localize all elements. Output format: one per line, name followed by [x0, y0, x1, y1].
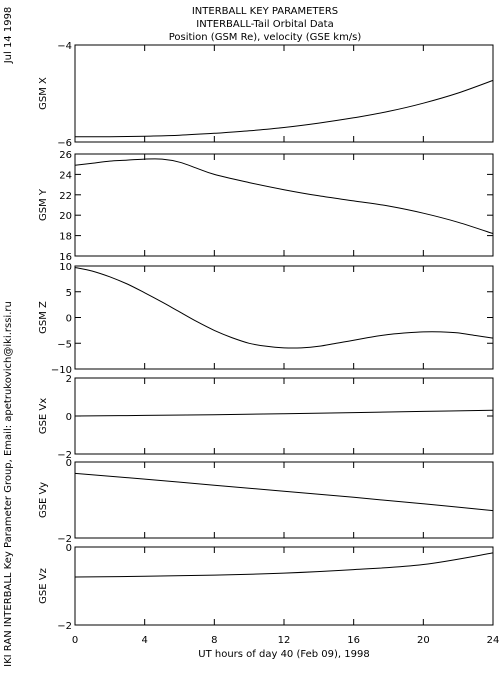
y-tick-label: 18 — [59, 232, 72, 243]
y-tick-label: −6 — [57, 138, 72, 149]
y-tick-label: −5 — [57, 339, 72, 350]
y-tick-label: 26 — [59, 150, 72, 161]
y-tick-label: 24 — [59, 170, 72, 181]
title-line-1: INTERBALL KEY PARAMETERS — [192, 6, 338, 17]
series-line-gsm-y — [74, 158, 494, 235]
y-tick-label: −10 — [51, 365, 72, 376]
panel-frame-gsm-z — [74, 265, 494, 370]
panel-frame-gsm-y — [74, 153, 494, 257]
y-tick-label: −2 — [57, 534, 72, 545]
series-line-gse-vx — [74, 409, 494, 417]
y-tick-label: 22 — [59, 191, 72, 202]
panel-frame-gse-vx — [74, 377, 494, 455]
y-axis-title-gsm-x: GSM X — [38, 77, 49, 110]
x-tick-label: 4 — [141, 635, 147, 646]
title-line-3: Position (GSM Re), velocity (GSE km/s) — [169, 32, 362, 43]
y-tick-label: 16 — [59, 252, 72, 263]
y-tick-label: 0 — [66, 314, 72, 325]
side-credit-label: IKI RAN INTERBALL Key Parameter Group, E… — [3, 301, 14, 667]
y-tick-label: −2 — [57, 450, 72, 461]
y-axis-title-gse-vy: GSE Vy — [38, 482, 49, 518]
y-tick-label: 0 — [66, 543, 72, 554]
y-tick-label: 10 — [59, 262, 72, 273]
y-tick-label: −4 — [57, 41, 72, 52]
x-tick-label: 16 — [347, 635, 360, 646]
x-tick-label: 24 — [487, 635, 500, 646]
series-line-gsm-z — [74, 267, 494, 349]
y-tick-label: 2 — [66, 374, 72, 385]
x-tick-label: 20 — [417, 635, 430, 646]
panel-frame-gse-vz — [74, 546, 494, 626]
series-line-gsm-x — [74, 79, 494, 138]
y-axis-title-gse-vx: GSE Vx — [38, 398, 49, 434]
series-line-gse-vy — [74, 472, 494, 512]
side-date-label: Jul 14 1998 — [3, 7, 14, 65]
y-tick-label: 0 — [66, 458, 72, 469]
x-tick-label: 8 — [211, 635, 217, 646]
y-tick-label: 0 — [66, 412, 72, 423]
y-axis-title-gsm-y: GSM Y — [38, 188, 49, 221]
title-line-2: INTERBALL-Tail Orbital Data — [196, 19, 333, 30]
x-axis-title: UT hours of day 40 (Feb 09), 1998 — [198, 649, 369, 660]
series-line-gse-vz — [74, 552, 494, 578]
panel-frame-gse-vy — [74, 461, 494, 539]
x-tick-label: 0 — [72, 635, 78, 646]
y-tick-label: 5 — [66, 288, 72, 299]
y-tick-label: 20 — [59, 211, 72, 222]
y-axis-title-gse-vz: GSE Vz — [38, 568, 49, 604]
x-tick-label: 12 — [278, 635, 291, 646]
y-tick-label: −2 — [57, 621, 72, 632]
y-axis-title-gsm-z: GSM Z — [38, 301, 49, 334]
